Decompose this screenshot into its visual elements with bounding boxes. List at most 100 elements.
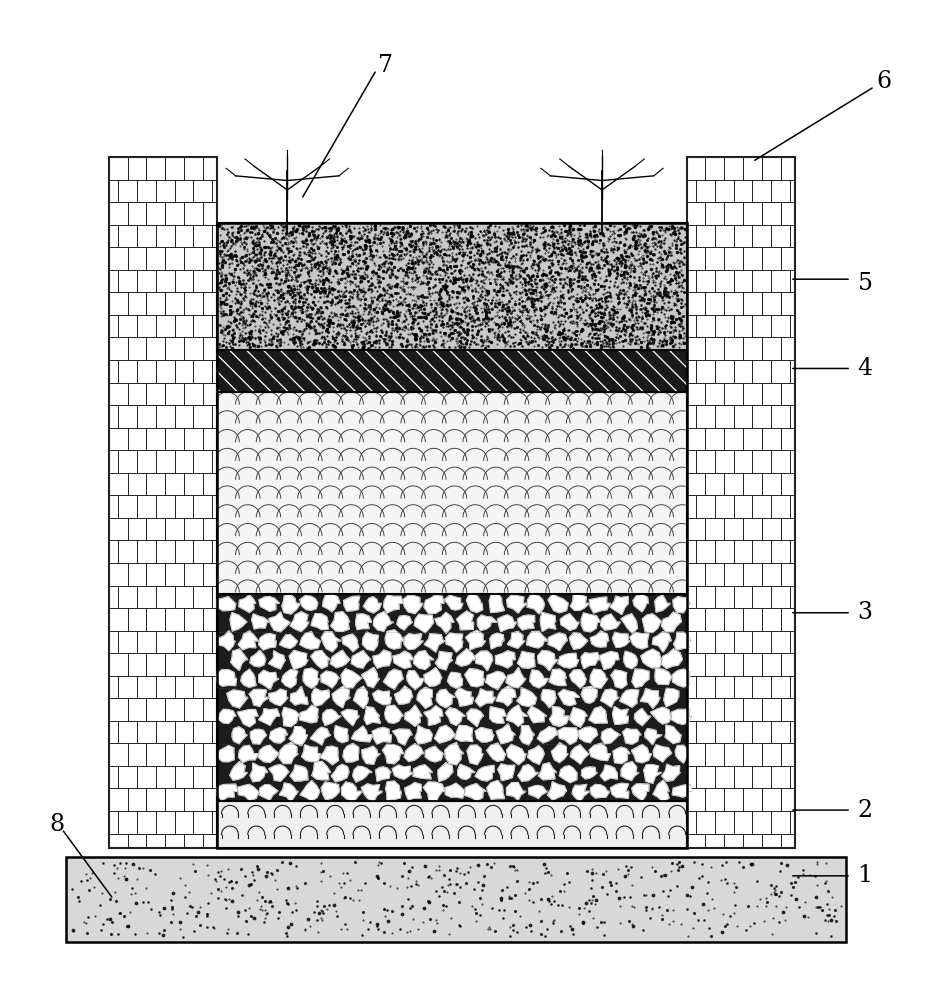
Polygon shape <box>361 667 379 688</box>
Polygon shape <box>475 689 496 707</box>
Polygon shape <box>227 690 247 708</box>
Polygon shape <box>334 726 348 743</box>
Polygon shape <box>269 689 288 706</box>
Polygon shape <box>611 783 629 798</box>
Polygon shape <box>424 595 444 613</box>
Polygon shape <box>405 783 422 800</box>
Polygon shape <box>527 594 545 614</box>
Polygon shape <box>550 669 566 686</box>
Polygon shape <box>672 784 693 797</box>
Polygon shape <box>241 669 256 687</box>
Polygon shape <box>343 743 359 762</box>
Polygon shape <box>259 785 279 800</box>
Polygon shape <box>665 725 681 743</box>
Polygon shape <box>519 726 534 745</box>
Polygon shape <box>404 634 423 649</box>
Polygon shape <box>405 744 423 762</box>
Polygon shape <box>674 632 692 650</box>
Polygon shape <box>671 709 692 724</box>
Polygon shape <box>217 746 234 762</box>
Polygon shape <box>414 614 434 633</box>
Polygon shape <box>560 614 579 630</box>
Polygon shape <box>356 614 372 630</box>
Polygon shape <box>384 669 404 689</box>
Polygon shape <box>632 669 649 687</box>
Polygon shape <box>445 783 465 798</box>
Bar <box>216 801 687 848</box>
Polygon shape <box>570 594 589 610</box>
Polygon shape <box>331 764 349 782</box>
Polygon shape <box>413 765 433 779</box>
Polygon shape <box>238 745 259 762</box>
Polygon shape <box>582 686 598 703</box>
Polygon shape <box>373 727 391 744</box>
Polygon shape <box>518 651 534 668</box>
Polygon shape <box>498 615 517 632</box>
Polygon shape <box>385 630 404 649</box>
Polygon shape <box>363 597 381 613</box>
Polygon shape <box>621 614 637 633</box>
Polygon shape <box>631 744 651 763</box>
Polygon shape <box>239 595 256 613</box>
Polygon shape <box>290 612 309 631</box>
Polygon shape <box>506 595 527 613</box>
Polygon shape <box>496 724 516 744</box>
Polygon shape <box>351 651 371 668</box>
Polygon shape <box>386 781 401 801</box>
Polygon shape <box>216 670 236 686</box>
Polygon shape <box>393 651 414 668</box>
Polygon shape <box>507 631 525 648</box>
Polygon shape <box>662 764 680 781</box>
Polygon shape <box>633 595 648 612</box>
Polygon shape <box>549 633 567 651</box>
Text: 1: 1 <box>857 864 872 887</box>
Text: 7: 7 <box>378 54 393 77</box>
Bar <box>687 157 794 848</box>
Polygon shape <box>655 595 670 612</box>
Polygon shape <box>621 762 639 780</box>
Polygon shape <box>330 650 350 668</box>
Polygon shape <box>249 689 269 706</box>
Polygon shape <box>279 743 298 764</box>
Polygon shape <box>467 745 483 765</box>
Polygon shape <box>237 710 258 727</box>
Polygon shape <box>475 651 493 671</box>
Polygon shape <box>569 670 586 688</box>
Polygon shape <box>251 614 269 629</box>
Polygon shape <box>559 766 577 783</box>
Polygon shape <box>231 649 247 670</box>
Polygon shape <box>599 651 619 670</box>
Polygon shape <box>631 784 649 801</box>
Polygon shape <box>424 668 442 686</box>
Polygon shape <box>291 686 308 705</box>
Polygon shape <box>250 650 266 667</box>
Polygon shape <box>663 688 678 707</box>
Polygon shape <box>290 765 308 781</box>
Polygon shape <box>237 784 259 800</box>
Polygon shape <box>323 594 340 612</box>
Polygon shape <box>341 669 362 688</box>
Polygon shape <box>435 612 454 633</box>
Polygon shape <box>423 706 443 725</box>
Polygon shape <box>321 671 340 688</box>
Polygon shape <box>640 688 660 708</box>
Polygon shape <box>330 612 350 631</box>
Bar <box>216 392 687 594</box>
Polygon shape <box>232 727 247 744</box>
Text: 5: 5 <box>857 272 872 295</box>
Polygon shape <box>269 728 288 743</box>
Polygon shape <box>448 672 462 688</box>
Polygon shape <box>570 745 589 764</box>
Polygon shape <box>600 765 617 781</box>
Polygon shape <box>300 596 318 610</box>
Polygon shape <box>589 743 611 761</box>
Polygon shape <box>489 633 504 649</box>
Polygon shape <box>217 597 236 611</box>
Polygon shape <box>652 632 671 652</box>
Polygon shape <box>403 595 423 614</box>
Polygon shape <box>435 725 455 743</box>
Polygon shape <box>311 761 330 780</box>
Polygon shape <box>496 686 516 706</box>
Polygon shape <box>506 667 526 688</box>
Polygon shape <box>558 653 579 668</box>
